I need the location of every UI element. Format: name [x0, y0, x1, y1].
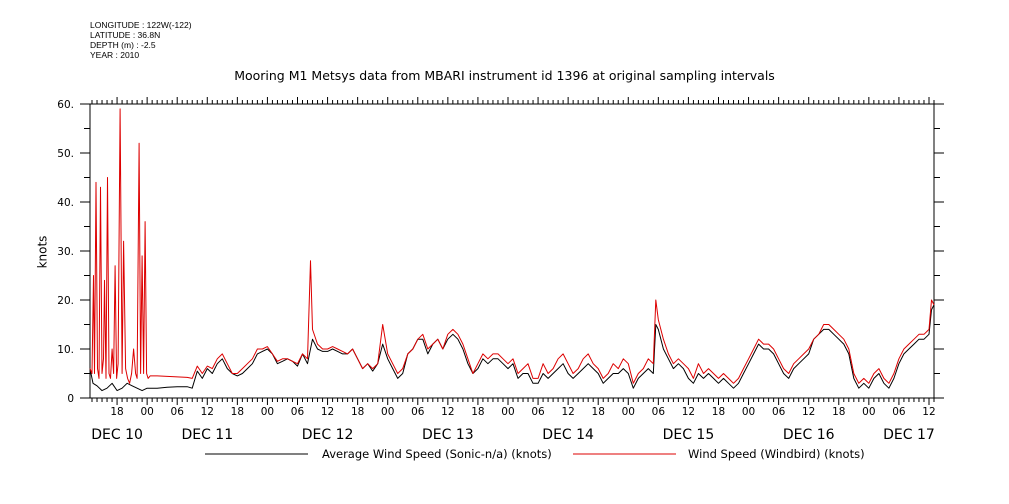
x-tick-label: 00	[622, 406, 635, 418]
x-tick-label: 12	[802, 406, 815, 418]
series-line-2	[89, 108, 935, 384]
y-tick-label: 30.	[57, 246, 74, 258]
y-tick-label: 20.	[57, 295, 74, 307]
series-line-1	[89, 304, 935, 392]
x-tick-label: 00	[261, 406, 274, 418]
longitude-text: LONGITUDE : 122W(-122)	[90, 20, 192, 30]
x-tick-label: 18	[231, 406, 244, 418]
x-tick-label: 18	[592, 406, 605, 418]
latitude-text: LATITUDE : 36.8N	[90, 30, 161, 40]
y-tick-label: 60.	[57, 99, 74, 111]
chart-ticks: 18 00 06 12 18 00 06 12 18 00 06 12 18 00 06 12 18 00 06 12…	[57, 97, 944, 443]
x-tick-label: 12	[682, 406, 695, 418]
x-tick-label: 06	[652, 406, 666, 418]
x-day-label: DEC 13	[422, 427, 474, 443]
chart-lines	[89, 108, 935, 392]
x-tick-label: 06	[291, 406, 305, 418]
y-tick-label: 0	[67, 393, 74, 405]
chart-title: Mooring M1 Metsys data from MBARI instru…	[234, 68, 775, 83]
x-tick-label: 00	[862, 406, 875, 418]
year-text: YEAR : 2010	[90, 50, 140, 60]
x-tick-label: 06	[531, 406, 545, 418]
x-tick-label: 06	[772, 406, 786, 418]
x-tick-label: 06	[171, 406, 185, 418]
x-tick-label: 12	[321, 406, 334, 418]
x-tick-label: 12	[922, 406, 935, 418]
x-day-label: DEC 15	[663, 427, 715, 443]
x-day-label: DEC 16	[783, 427, 835, 443]
x-tick-label: 00	[742, 406, 755, 418]
x-tick-label: 06	[411, 406, 425, 418]
chart-legend: Average Wind Speed (Sonic-n/a) (knots) Wi…	[205, 447, 865, 461]
x-day-label: DEC 11	[181, 427, 233, 443]
x-tick-label: 12	[561, 406, 574, 418]
x-tick-label: 12	[201, 406, 214, 418]
x-day-label: DEC 12	[302, 427, 354, 443]
x-day-label: DEC 10	[91, 427, 143, 443]
legend-label-1: Average Wind Speed (Sonic-n/a) (knots)	[322, 447, 552, 461]
x-tick-label: 12	[441, 406, 454, 418]
y-tick-label: 40.	[57, 197, 74, 209]
y-tick-label: 10.	[57, 344, 74, 356]
mooring-metadata: LONGITUDE : 122W(-122) LATITUDE : 36.8N …	[90, 20, 192, 60]
depth-text: DEPTH (m) : -2.5	[90, 40, 156, 50]
x-tick-label: 00	[140, 406, 153, 418]
chart-axes	[89, 103, 935, 399]
x-tick-label: 18	[110, 406, 123, 418]
x-day-label: DEC 17	[883, 427, 935, 443]
legend-label-2: Wind Speed (Windbird) (knots)	[688, 447, 865, 461]
x-tick-label: 00	[381, 406, 394, 418]
plot-frame	[89, 103, 935, 399]
x-tick-label: 06	[892, 406, 906, 418]
x-tick-label: 18	[832, 406, 845, 418]
x-tick-label: 00	[501, 406, 514, 418]
x-tick-label: 18	[351, 406, 364, 418]
x-day-label: DEC 14	[542, 427, 594, 443]
x-tick-label: 18	[712, 406, 725, 418]
y-tick-label: 50.	[57, 148, 74, 160]
x-tick-label: 18	[471, 406, 484, 418]
